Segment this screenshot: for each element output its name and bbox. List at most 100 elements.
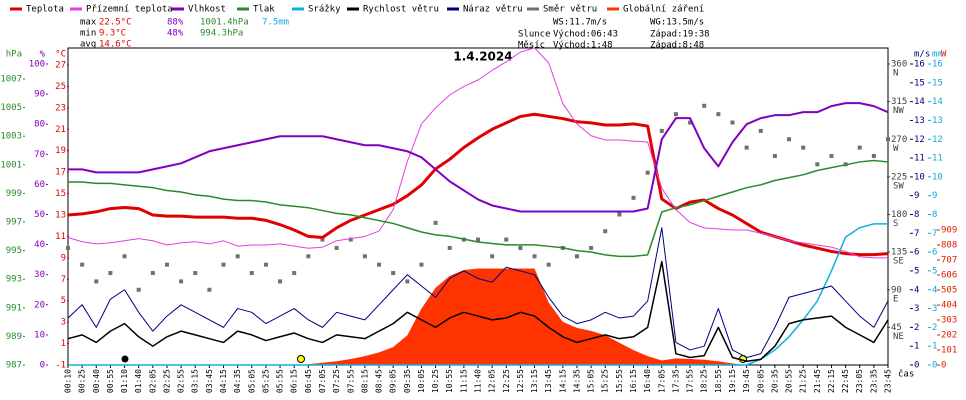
x-tick-label: 14:15 [558, 369, 567, 393]
direction-point [886, 137, 890, 142]
direction-point [306, 254, 311, 259]
x-axis-label: čas [898, 369, 914, 380]
x-tick-label: 01:10 [120, 369, 129, 393]
legend-label: Teplota [26, 5, 64, 15]
x-tick-label: 12:05 [488, 369, 497, 393]
direction-point [377, 262, 382, 267]
direction-point [758, 128, 763, 133]
y-tick-label: 15 [914, 78, 925, 88]
stat-hum: 88% [167, 18, 184, 28]
y-tick-label: 60 [34, 180, 45, 190]
x-tick-label: 10:05 [417, 369, 426, 393]
x-tick-label: 20:55 [785, 369, 794, 393]
direction-point [179, 279, 184, 284]
x-tick-label: 17:55 [686, 369, 695, 393]
legend-label: Rychlost větru [363, 5, 439, 15]
y-tick-label: 45 [891, 323, 902, 333]
direction-point [249, 271, 254, 276]
y-tick-label: 5 [914, 266, 919, 276]
y-tick-label: 14 [932, 97, 943, 107]
x-tick-label: 19:45 [742, 369, 751, 393]
y-tick-label: 989 [6, 332, 22, 342]
y-tick-label: 0 [914, 361, 919, 371]
direction-point [362, 254, 367, 259]
y-tick-label: 1 [61, 339, 66, 349]
x-tick-label: 20:35 [770, 369, 779, 393]
y-tick-label: 3 [932, 304, 937, 314]
y-tick-label: 808 [941, 241, 957, 251]
sun-rise: Východ:06:43 [553, 30, 618, 40]
legend-label: Globální záření [623, 5, 704, 15]
x-tick-label: 12:25 [502, 369, 511, 393]
y-tick-label: 202 [941, 331, 957, 341]
direction-point [405, 279, 410, 284]
x-tick-label: 03:15 [191, 369, 200, 393]
axis-unit: % [40, 50, 46, 60]
direction-point [391, 271, 396, 276]
axis-unit: hPa [6, 50, 22, 60]
x-tick-label: 11:40 [474, 369, 483, 393]
stat-temp: 9.3°C [99, 29, 126, 39]
y-tick-label: 15 [55, 189, 66, 199]
stat-temp: 22.5°C [99, 18, 132, 28]
y-tick-label: 70 [34, 150, 45, 160]
y-tick-label: 40 [34, 240, 45, 250]
x-tick-label: 07:55 [346, 369, 355, 393]
x-tick-label: 13:15 [530, 369, 539, 393]
x-tick-label: 05:55 [276, 369, 285, 393]
x-tick-label: 07:25 [332, 369, 341, 393]
y-tick-label: 20 [34, 300, 45, 310]
x-tick-label: 15:55 [615, 369, 624, 393]
direction-point [645, 170, 650, 175]
y-tick-label: 21 [55, 125, 66, 135]
moon-rise-icon [121, 355, 129, 363]
stat-label: avg [80, 40, 96, 50]
direction-point [518, 245, 523, 250]
y-tick-label: 3 [914, 304, 919, 314]
legend-label: Náraz větru [463, 5, 523, 15]
y-tick-label: 1007 [0, 75, 22, 85]
direction-point [829, 153, 834, 158]
x-tick-label: 14:35 [572, 369, 581, 393]
x-tick-label: 20:05 [756, 369, 765, 393]
legend-label: Přízemní teplota [86, 5, 173, 15]
y-tick-label: 2 [932, 323, 937, 333]
y-tick-label: 999 [6, 189, 22, 199]
x-tick-label: 18:55 [714, 369, 723, 393]
x-tick-label: 23:45 [884, 369, 893, 393]
x-tick-label: 23:05 [855, 369, 864, 393]
y-tick-label: 101 [941, 346, 957, 356]
y-tick-label: 6 [932, 248, 937, 258]
x-tick-label: 17:05 [657, 369, 666, 393]
y-tick-label: 12 [932, 135, 943, 145]
axis-unit: °C [55, 50, 66, 60]
direction-point [603, 229, 608, 234]
y-tick-label: 7 [932, 229, 937, 239]
direction-point [631, 195, 636, 200]
x-tick-label: 05:05 [247, 369, 256, 393]
x-tick-label: 17:35 [671, 369, 680, 393]
stat-press: 1001.4hPa [200, 18, 249, 28]
y-tick-label: 27 [55, 61, 66, 71]
chart-title: 1.4.2024 [453, 50, 512, 64]
y-tick-label: 12 [914, 135, 925, 145]
direction-point [716, 112, 721, 117]
sun-label: Slunce [518, 30, 551, 40]
direction-point [490, 254, 495, 259]
y-tick-label: 8 [932, 210, 937, 220]
compass-label: NW [893, 106, 904, 116]
y-tick-label: 11 [55, 232, 66, 242]
y-tick-label: 270 [891, 135, 907, 145]
series-line [67, 260, 889, 362]
series-line [67, 47, 888, 259]
y-tick-label: 8 [914, 210, 919, 220]
y-tick-label: 1005 [0, 103, 22, 113]
direction-point [150, 271, 155, 276]
axis-unit: W [941, 50, 947, 60]
compass-label: E [893, 294, 898, 304]
y-tick-label: 9 [932, 191, 937, 201]
direction-point [476, 237, 480, 242]
legend-label: Tlak [253, 5, 275, 15]
x-tick-label: 23:35 [869, 369, 878, 393]
y-tick-label: 11 [932, 154, 943, 164]
